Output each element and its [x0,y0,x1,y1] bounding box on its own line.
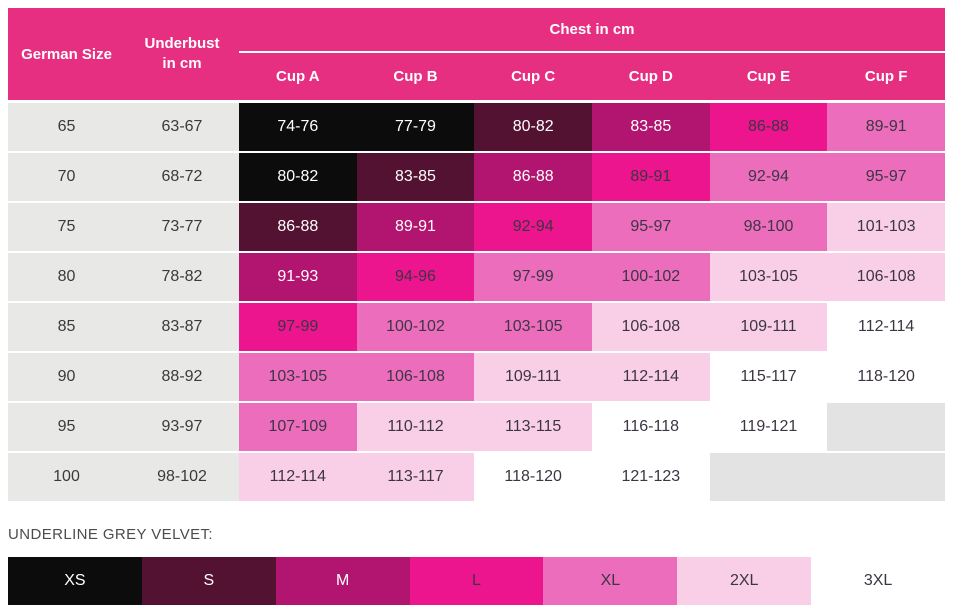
chest-range-cell: 113-117 [356,453,475,501]
legend-swatch-xs: XS [8,557,142,605]
chest-range-cell: 100-102 [591,253,710,301]
german-size-cell: 70 [8,153,125,201]
chest-range-cell: 83-85 [591,103,710,151]
chest-range-cell: 106-108 [356,353,475,401]
chest-header-group: Chest in cm Cup A Cup B Cup C Cup D Cup E Cup… [239,8,945,100]
chest-range-cell: 89-91 [827,103,945,151]
underbust-cell: 88-92 [125,353,239,401]
chest-range-cell: 94-96 [356,253,475,301]
chest-range-cell: 97-99 [474,253,592,301]
table-row: 85 83-87 97-99 100-102 103-105 106-108 109-111… [8,303,945,351]
german-size-header-label: German Size [21,45,112,63]
chest-range-cell: 106-108 [827,253,945,301]
empty-cell [827,453,945,501]
chest-range-cell: 101-103 [827,203,945,251]
legend-swatch-2xl: 2XL [677,557,812,605]
chest-range-cell: 110-112 [356,403,475,451]
table-header: German Size Underbust in cm Chest in cm … [8,8,945,100]
chest-range-cell: 119-121 [709,403,828,451]
legend-title: UNDERLINE GREY VELVET: [8,526,213,543]
german-size-cell: 85 [8,303,125,351]
chest-range-cell: 103-105 [709,253,828,301]
chest-range-cell: 95-97 [591,203,710,251]
cup-header: Cup A [276,68,320,85]
chest-range-cell: 95-97 [827,153,945,201]
chest-range-cell: 118-120 [474,453,592,501]
empty-cell [827,403,945,451]
chest-range-cell: 80-82 [474,103,592,151]
chest-range-cell: 106-108 [591,303,710,351]
german-size-cell: 75 [8,203,125,251]
underbust-cell: 73-77 [125,203,239,251]
chest-range-cell: 103-105 [474,303,592,351]
underbust-cell: 93-97 [125,403,239,451]
cup-headers-row: Cup A Cup B Cup C Cup D Cup E Cup F [239,53,945,100]
chest-range-cell: 112-114 [591,353,710,401]
legend-swatch-s: S [141,557,276,605]
chest-range-cell: 115-117 [709,353,828,401]
chest-range-cell: 86-88 [239,203,357,251]
german-size-header: German Size [8,8,125,100]
chest-header: Chest in cm [239,8,945,53]
german-size-cell: 80 [8,253,125,301]
table-row: 80 78-82 91-93 94-96 97-99 100-102 103-105 106-… [8,253,945,301]
empty-cell [709,453,828,501]
legend-swatch-l: L [409,557,544,605]
chest-range-cell: 97-99 [239,303,357,351]
size-chart: German Size Underbust in cm Chest in cm … [8,8,945,605]
legend-swatch-xl: XL [543,557,678,605]
german-size-cell: 95 [8,403,125,451]
chest-range-cell: 121-123 [591,453,710,501]
chest-range-cell: 80-82 [239,153,357,201]
chest-range-cell: 112-114 [827,303,945,351]
cup-header: Cup C [511,68,556,85]
legend-swatch-3xl: 3XL [811,557,945,605]
table-row: 65 63-67 74-76 77-79 80-82 83-85 86-88 89-91 [8,103,945,151]
chest-range-cell: 92-94 [474,203,592,251]
chest-range-cell: 89-91 [356,203,475,251]
underbust-cell: 98-102 [125,453,239,501]
underbust-cell: 83-87 [125,303,239,351]
chest-range-cell: 118-120 [827,353,945,401]
table-row: 95 93-97 107-109 110-112 113-115 116-118 119-1… [8,403,945,451]
table-row: 70 68-72 80-82 83-85 86-88 89-91 92-94 95-97 [8,153,945,201]
german-size-cell: 100 [8,453,125,501]
chest-range-cell: 100-102 [356,303,475,351]
underbust-cell: 78-82 [125,253,239,301]
chest-range-cell: 86-88 [474,153,592,201]
chest-range-cell: 92-94 [709,153,828,201]
table-row: 75 73-77 86-88 89-91 92-94 95-97 98-100 101-103 [8,203,945,251]
chest-range-cell: 107-109 [239,403,357,451]
chest-range-cell: 83-85 [356,153,475,201]
chest-range-cell: 77-79 [356,103,475,151]
chest-range-cell: 112-114 [239,453,357,501]
cup-header: Cup B [393,68,438,85]
chest-range-cell: 113-115 [474,403,592,451]
chest-range-cell: 91-93 [239,253,357,301]
chest-range-cell: 89-91 [591,153,710,201]
chest-header-label: Chest in cm [549,21,635,38]
cup-header: Cup F [864,68,908,85]
table-row: 90 88-92 103-105 106-108 109-111 112-114 115-1… [8,353,945,401]
chest-range-cell: 116-118 [591,403,710,451]
underbust-cell: 63-67 [125,103,239,151]
chest-range-cell: 109-111 [474,353,592,401]
table-body: 65 63-67 74-76 77-79 80-82 83-85 86-88 89-91 70 6… [8,103,945,501]
underbust-header-label: Underbust in cm [144,34,220,72]
legend-swatch-m: M [275,557,410,605]
german-size-cell: 65 [8,103,125,151]
chest-range-cell: 86-88 [709,103,828,151]
chest-range-cell: 74-76 [239,103,357,151]
legend-band: XS S M L XL 2XL 3XL [8,557,945,605]
underbust-header: Underbust in cm [125,8,239,100]
table-row: 100 98-102 112-114 113-117 118-120 121-123 [8,453,945,501]
german-size-cell: 90 [8,353,125,401]
chest-range-cell: 98-100 [709,203,828,251]
chest-range-cell: 103-105 [239,353,357,401]
chest-range-cell: 109-111 [709,303,828,351]
underbust-cell: 68-72 [125,153,239,201]
cup-header: Cup E [746,68,791,85]
cup-header: Cup D [628,68,673,85]
